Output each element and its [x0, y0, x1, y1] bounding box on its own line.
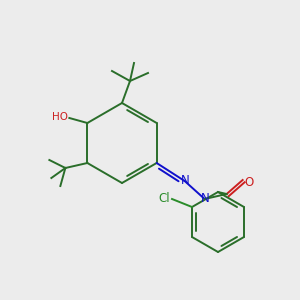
Text: N: N: [201, 193, 210, 206]
Text: N: N: [181, 175, 190, 188]
Text: Cl: Cl: [158, 191, 170, 205]
Text: O: O: [244, 176, 253, 188]
Text: HO: HO: [52, 112, 68, 122]
